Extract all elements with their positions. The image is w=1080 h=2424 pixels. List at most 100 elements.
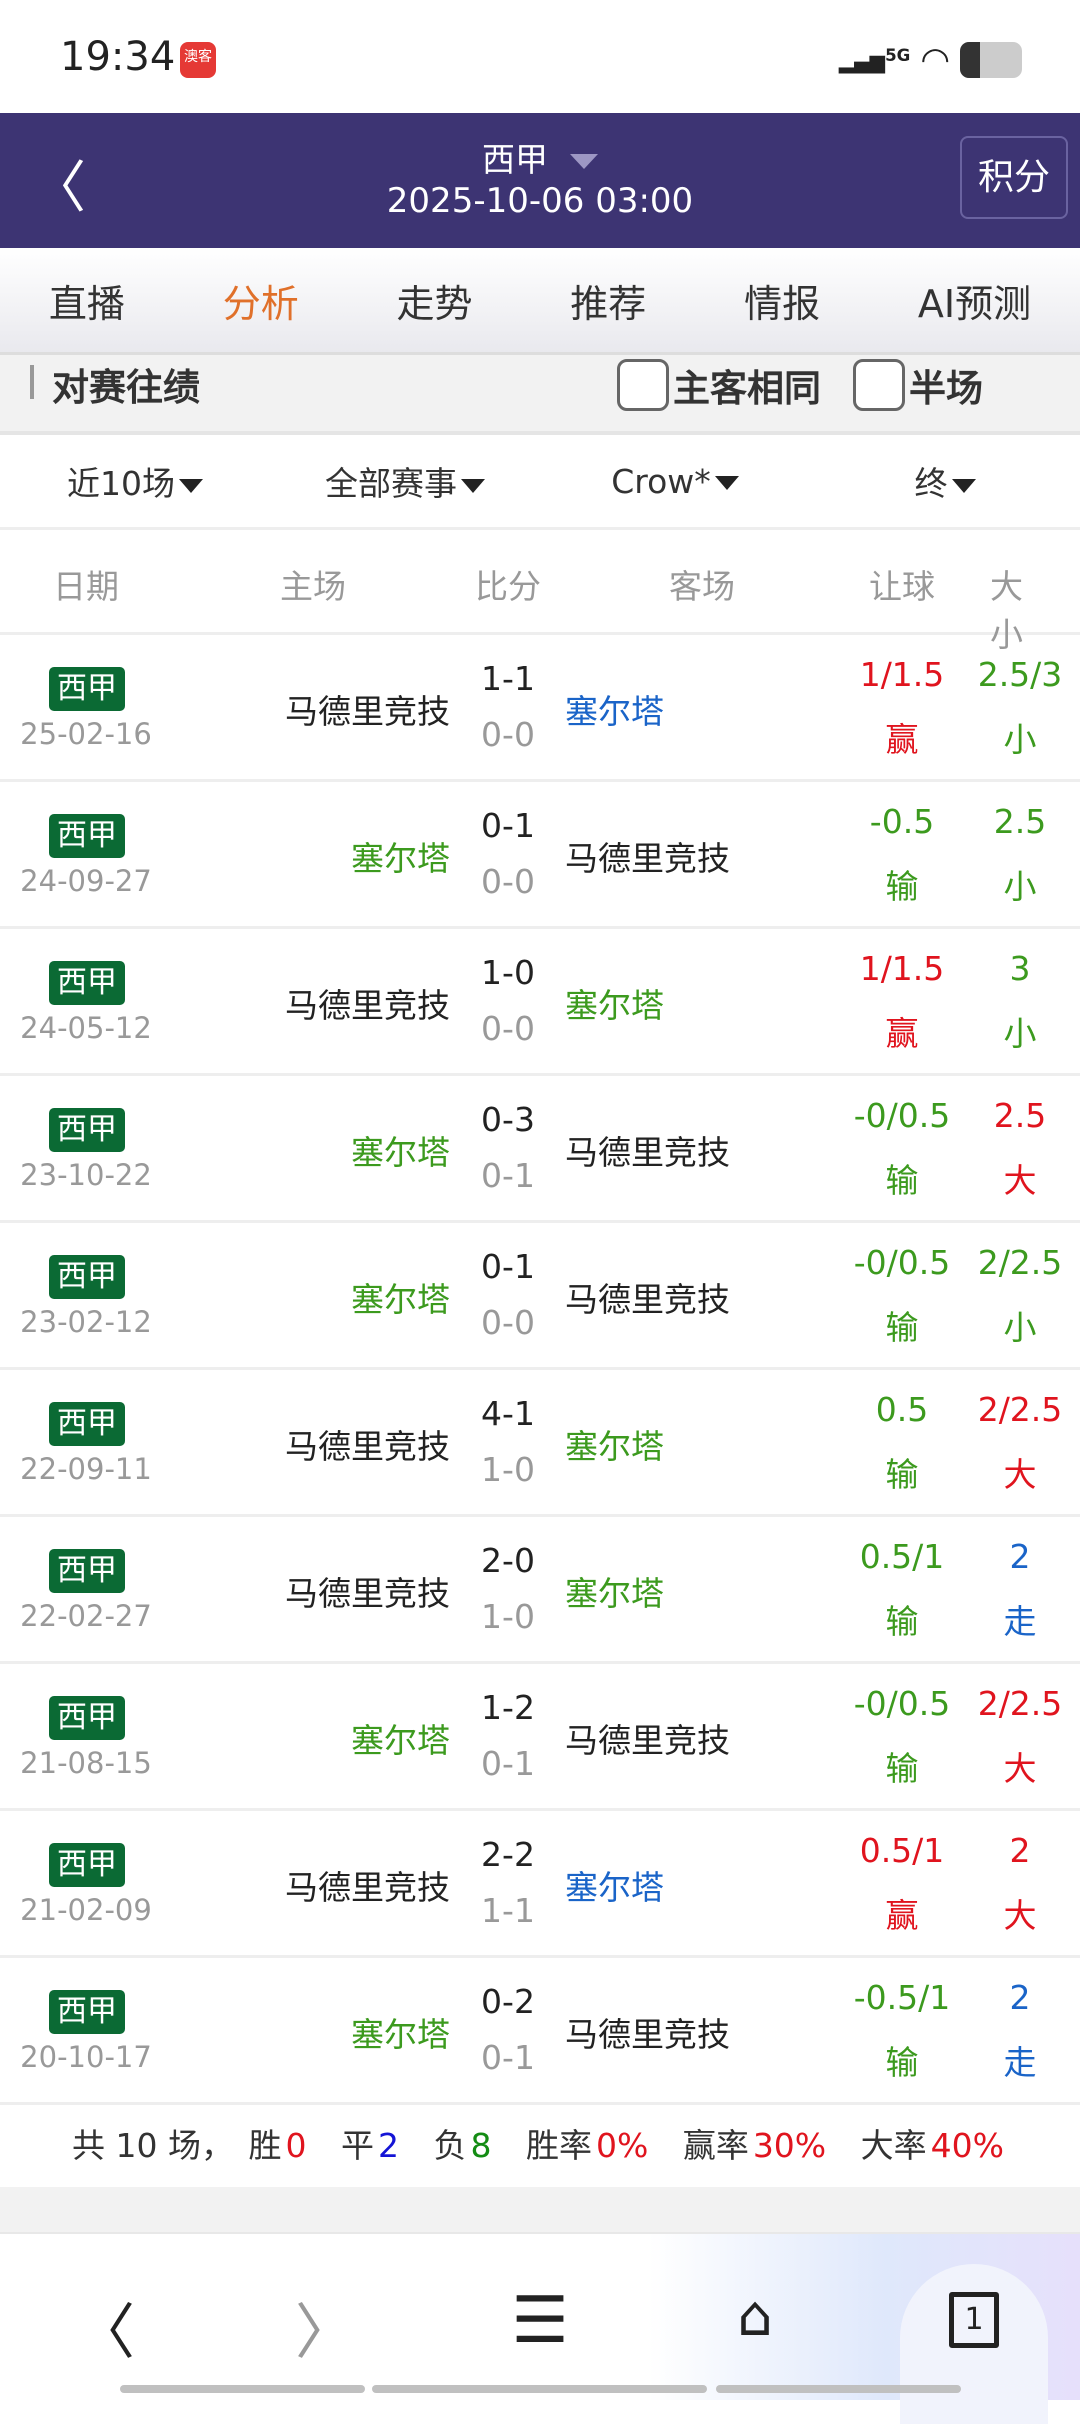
half-time-score: 0-0	[481, 1009, 535, 1048]
over-under-result: 小	[1003, 867, 1037, 906]
half-time-score: 1-0	[481, 1450, 535, 1489]
over-under-result: 小	[1003, 1014, 1037, 1053]
match-date: 21-02-09	[20, 1893, 152, 1927]
dropdown-icon	[570, 154, 598, 169]
over-under-result: 走	[1003, 2043, 1037, 2082]
table-row[interactable]: 西甲 25-02-16 马德里竞技 1-1 0-0 塞尔塔 1/1.5 赢 2.…	[0, 635, 1080, 782]
handicap-result: 赢	[885, 1896, 919, 1935]
half-time-score: 0-0	[481, 862, 535, 901]
full-time-score: 1-0	[481, 953, 535, 992]
half-time-score: 1-1	[481, 1891, 535, 1930]
over-under-result: 大	[1003, 1455, 1037, 1494]
tabs-button[interactable]: 1	[949, 2292, 999, 2348]
home-team[interactable]: 马德里竞技	[285, 986, 450, 1025]
battery-icon	[960, 42, 1022, 78]
table-row[interactable]: 西甲 23-10-22 塞尔塔 0-3 0-1 马德里竞技 -0/0.5 输 2…	[0, 1076, 1080, 1223]
over-under-line: 2.5	[993, 802, 1047, 841]
gesture-handle	[716, 2385, 961, 2393]
menu-icon[interactable]: ☰	[511, 2284, 569, 2358]
tab-intel[interactable]: 情报	[744, 281, 821, 326]
away-team[interactable]: 塞尔塔	[565, 1427, 664, 1466]
league-badge: 西甲	[49, 1843, 125, 1887]
back-button[interactable]: 〈	[30, 156, 86, 221]
away-team[interactable]: 塞尔塔	[565, 986, 664, 1025]
home-icon[interactable]: ⌂	[737, 2284, 773, 2349]
away-team[interactable]: 马德里竞技	[565, 839, 730, 878]
handicap-line: -0.5	[869, 802, 935, 841]
league-badge: 西甲	[49, 1696, 125, 1740]
tab-ai-predict[interactable]: AI预测	[917, 281, 1032, 326]
home-team[interactable]: 塞尔塔	[351, 1721, 450, 1760]
away-team[interactable]: 塞尔塔	[565, 1574, 664, 1613]
table-row[interactable]: 西甲 21-02-09 马德里竞技 2-2 1-1 塞尔塔 0.5/1 赢 2 …	[0, 1811, 1080, 1958]
table-row[interactable]: 西甲 24-05-12 马德里竞技 1-0 0-0 塞尔塔 1/1.5 赢 3 …	[0, 929, 1080, 1076]
table-row[interactable]: 西甲 21-08-15 塞尔塔 1-2 0-1 马德里竞技 -0/0.5 输 2…	[0, 1664, 1080, 1811]
league-badge: 西甲	[49, 1990, 125, 2034]
table-row[interactable]: 西甲 24-09-27 塞尔塔 0-1 0-0 马德里竞技 -0.5 输 2.5…	[0, 782, 1080, 929]
table-header: 日期 主场 比分 客场 让球 大小	[0, 530, 1080, 654]
home-team[interactable]: 马德里竞技	[285, 1574, 450, 1613]
home-team[interactable]: 马德里竞技	[285, 692, 450, 731]
away-team[interactable]: 塞尔塔	[565, 692, 664, 731]
tab-trend[interactable]: 走势	[396, 281, 473, 326]
table-row[interactable]: 西甲 23-02-12 塞尔塔 0-1 0-0 马德里竞技 -0/0.5 输 2…	[0, 1223, 1080, 1370]
section-title: 对赛往绩	[52, 366, 200, 409]
table-row[interactable]: 西甲 20-10-17 塞尔塔 0-2 0-1 马德里竞技 -0.5/1 输 2…	[0, 1958, 1080, 2105]
home-team[interactable]: 塞尔塔	[351, 839, 450, 878]
home-team[interactable]: 马德里竞技	[285, 1868, 450, 1907]
filter-bookmaker[interactable]: Crow*	[540, 462, 810, 501]
full-time-score: 2-2	[481, 1835, 535, 1874]
over-under-line: 2/2.5	[977, 1243, 1063, 1282]
browser-back-icon[interactable]: 〈	[75, 2298, 135, 2368]
over-under-result: 小	[1003, 720, 1037, 759]
handicap-result: 赢	[885, 1014, 919, 1053]
col-home: 主场	[280, 567, 346, 606]
half-time-score: 0-0	[481, 715, 535, 754]
table-row[interactable]: 西甲 22-09-11 马德里竞技 4-1 1-0 塞尔塔 0.5 输 2/2.…	[0, 1370, 1080, 1517]
browser-bottom-bar: 〈 〉 ☰ ⌂ 1	[0, 2232, 1080, 2424]
points-button[interactable]: 积分	[960, 136, 1068, 219]
over-under-result: 大	[1003, 1896, 1037, 1935]
filter-competition[interactable]: 全部赛事	[270, 457, 540, 505]
full-time-score: 1-1	[481, 659, 535, 698]
half-time-checkbox[interactable]: 半场	[853, 358, 983, 412]
handicap-line: -0/0.5	[853, 1243, 951, 1282]
league-badge: 西甲	[49, 1108, 125, 1152]
top-nav: 〈 西甲 2025-10-06 03:00 积分	[0, 113, 1080, 248]
half-time-score: 0-1	[481, 1744, 535, 1783]
match-date: 24-05-12	[20, 1011, 152, 1045]
handicap-line: -0/0.5	[853, 1684, 951, 1723]
handicap-rate-label: 赢率	[682, 2126, 749, 2165]
filter-period[interactable]: 终	[810, 457, 1080, 505]
table-row[interactable]: 西甲 22-02-27 马德里竞技 2-0 1-0 塞尔塔 0.5/1 输 2 …	[0, 1517, 1080, 1664]
match-date: 20-10-17	[20, 2040, 152, 2074]
away-team[interactable]: 马德里竞技	[565, 1133, 730, 1172]
tab-analysis[interactable]: 分析	[222, 281, 299, 326]
section-header: 对赛往绩 主客相同 半场	[0, 355, 1080, 435]
home-team[interactable]: 塞尔塔	[351, 2015, 450, 2054]
tab-recommend[interactable]: 推荐	[570, 281, 647, 326]
home-team[interactable]: 塞尔塔	[351, 1133, 450, 1172]
away-team[interactable]: 马德里竞技	[565, 1280, 730, 1319]
over-under-line: 2	[1009, 1978, 1031, 2017]
same-home-away-checkbox[interactable]: 主客相同	[617, 358, 821, 412]
half-time-score: 0-1	[481, 1156, 535, 1195]
home-team[interactable]: 塞尔塔	[351, 1280, 450, 1319]
filter-bar: 近10场 全部赛事 Crow* 终	[0, 435, 1080, 530]
match-date: 23-10-22	[20, 1158, 152, 1192]
handicap-line: 0.5	[875, 1390, 929, 1429]
away-team[interactable]: 马德里竞技	[565, 2015, 730, 2054]
league-selector[interactable]: 西甲	[0, 133, 1080, 181]
app-notification-icon: 澳客	[180, 42, 216, 78]
section-marker	[30, 365, 34, 399]
over-under-line: 2.5	[993, 1096, 1047, 1135]
win-label: 胜	[248, 2126, 282, 2165]
tab-live[interactable]: 直播	[48, 281, 125, 326]
filter-count[interactable]: 近10场	[0, 457, 270, 505]
handicap-rate: 30%	[752, 2126, 827, 2165]
away-team[interactable]: 马德里竞技	[565, 1721, 730, 1760]
away-team[interactable]: 塞尔塔	[565, 1868, 664, 1907]
browser-forward-icon[interactable]: 〉	[295, 2298, 355, 2368]
home-team[interactable]: 马德里竞技	[285, 1427, 450, 1466]
